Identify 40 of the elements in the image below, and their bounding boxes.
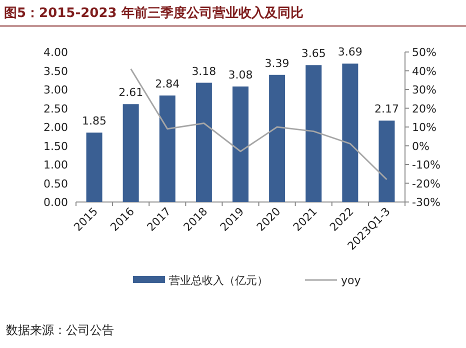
- y2-tick-label: 20%: [412, 102, 436, 116]
- y2-tick-label: 0%: [412, 140, 430, 153]
- data-label: 3.65: [301, 47, 326, 60]
- legend-label: yoy: [341, 274, 362, 287]
- legend-label: 营业总收入（亿元）: [169, 274, 268, 287]
- bar: [159, 96, 176, 202]
- source-note: 数据来源：公司公告: [6, 323, 114, 337]
- y-tick-label: 3.00: [44, 84, 68, 96]
- data-label: 2.84: [155, 78, 180, 90]
- data-label: 2.61: [118, 86, 144, 100]
- y-tick-label: 4.00: [44, 46, 68, 59]
- y2-tick-label: -20%: [412, 177, 440, 190]
- y2-tick-label: 10%: [412, 121, 436, 134]
- bar: [196, 82, 212, 202]
- bar: [122, 104, 139, 202]
- y-tick-label: 0.50: [44, 177, 68, 190]
- y2-tick-label: -30%: [412, 196, 440, 209]
- y-tick-label: 0.00: [44, 196, 68, 209]
- data-label: 3.69: [338, 46, 362, 59]
- y-tick-label: 2.00: [44, 121, 68, 134]
- y2-tick-label: 30%: [412, 84, 436, 96]
- data-label: 2.17: [374, 102, 399, 116]
- y-tick-label: 1.00: [44, 158, 68, 172]
- y-tick-label: 2.50: [44, 102, 68, 116]
- bar: [86, 132, 102, 202]
- y-tick-label: 1.50: [44, 140, 68, 153]
- data-label: 1.85: [82, 114, 107, 128]
- y2-tick-label: -10%: [412, 158, 440, 172]
- bar: [269, 74, 286, 202]
- data-label: 3.39: [264, 56, 290, 70]
- y2-tick-label: 50%: [412, 46, 436, 59]
- y2-tick-label: 40%: [412, 64, 436, 78]
- bar: [342, 64, 358, 202]
- bar: [306, 65, 322, 202]
- bar: [378, 120, 395, 202]
- data-label: 3.18: [192, 64, 216, 78]
- bar: [232, 86, 248, 202]
- chart-title: 图5：2015-2023 年前三季度公司营业收入及同比: [4, 5, 304, 21]
- y-tick-label: 3.50: [44, 64, 68, 78]
- data-label: 3.08: [228, 68, 253, 82]
